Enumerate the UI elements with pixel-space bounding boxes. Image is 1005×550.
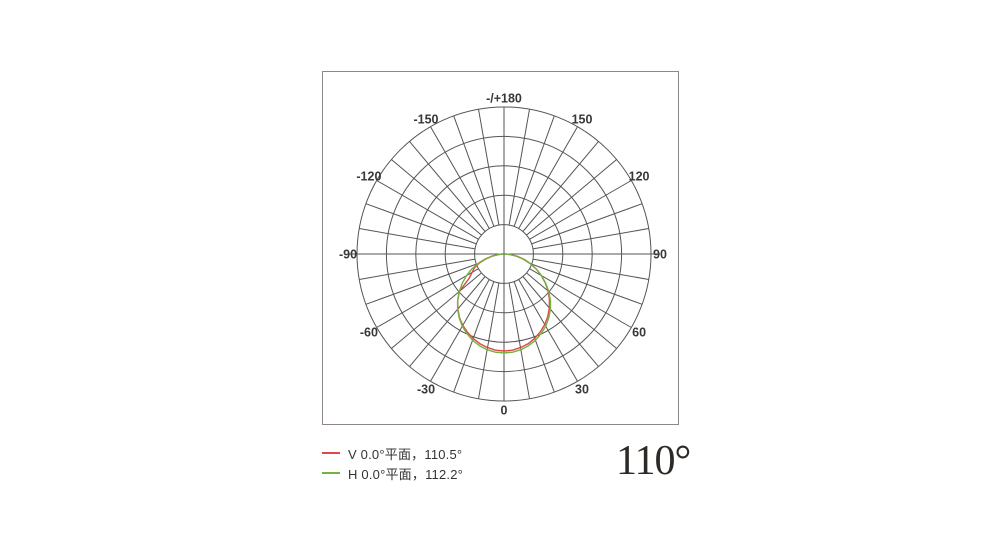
grid-radial-line — [359, 258, 476, 280]
grid-radial-line — [409, 141, 486, 232]
chart-frame — [322, 71, 679, 425]
grid-radial-line — [532, 228, 649, 250]
grid-radial-line — [478, 109, 500, 226]
angle-label: -120 — [356, 170, 381, 184]
grid-radial-line — [376, 180, 479, 240]
grid-radial-line — [518, 126, 578, 229]
angle-label: 90 — [653, 248, 667, 262]
grid-radial-line — [513, 115, 555, 227]
grid-radial-line — [508, 282, 530, 399]
angle-label: -30 — [417, 383, 435, 397]
grid-radial-line — [430, 126, 490, 229]
grid-radial-line — [359, 228, 476, 250]
angle-label: -60 — [360, 326, 378, 340]
angle-label: -150 — [413, 112, 438, 126]
legend-label-v-plane: V 0.0°平面，110.5° — [348, 446, 463, 462]
beam-angle-value: 110° — [616, 438, 691, 484]
legend-item-v-plane: V 0.0°平面，110.5° — [322, 443, 463, 463]
angle-label: 60 — [632, 326, 646, 340]
grid-radial-line — [518, 279, 578, 382]
grid-radial-line — [365, 263, 477, 305]
angle-label: 30 — [575, 383, 589, 397]
grid-radial-line — [478, 282, 500, 399]
grid-radial-line — [531, 263, 643, 305]
grid-radial-line — [522, 141, 599, 232]
legend: V 0.0°平面，110.5° H 0.0°平面，112.2° — [322, 443, 463, 483]
grid-radial-line — [526, 159, 617, 236]
grid-radial-line — [529, 268, 632, 328]
grid-radial-line — [453, 281, 495, 393]
grid-radial-line — [391, 272, 482, 349]
legend-swatch-v-plane — [322, 452, 340, 454]
grid-radial-line — [391, 159, 482, 236]
grid-radial-line — [531, 203, 643, 245]
angle-label: -90 — [339, 248, 357, 262]
legend-item-h-plane: H 0.0°平面，112.2° — [322, 463, 463, 483]
angle-label: 0 — [501, 404, 508, 418]
grid-radial-line — [376, 268, 479, 328]
grid-radial-line — [430, 279, 490, 382]
legend-swatch-h-plane — [322, 472, 340, 474]
grid-radial-line — [365, 203, 477, 245]
photometric-polar-chart: 0 30 60 90 120 150 -/+180 -150 -120 -90 -60 -30 — [322, 71, 679, 425]
grid-radial-line — [532, 258, 649, 280]
grid-radial-line — [522, 276, 599, 367]
angle-label: -/+180 — [486, 92, 522, 106]
curve-h-plane — [456, 253, 552, 354]
angle-label: 150 — [572, 112, 593, 126]
grid-radial-line — [526, 272, 617, 349]
grid-radial-line — [513, 281, 555, 393]
angle-label: 120 — [629, 170, 650, 184]
grid-radial-line — [409, 276, 486, 367]
grid-radial-line — [529, 180, 632, 240]
grid-radial-line — [508, 109, 530, 226]
legend-label-h-plane: H 0.0°平面，112.2° — [348, 466, 464, 482]
grid-radial-line — [453, 115, 495, 227]
